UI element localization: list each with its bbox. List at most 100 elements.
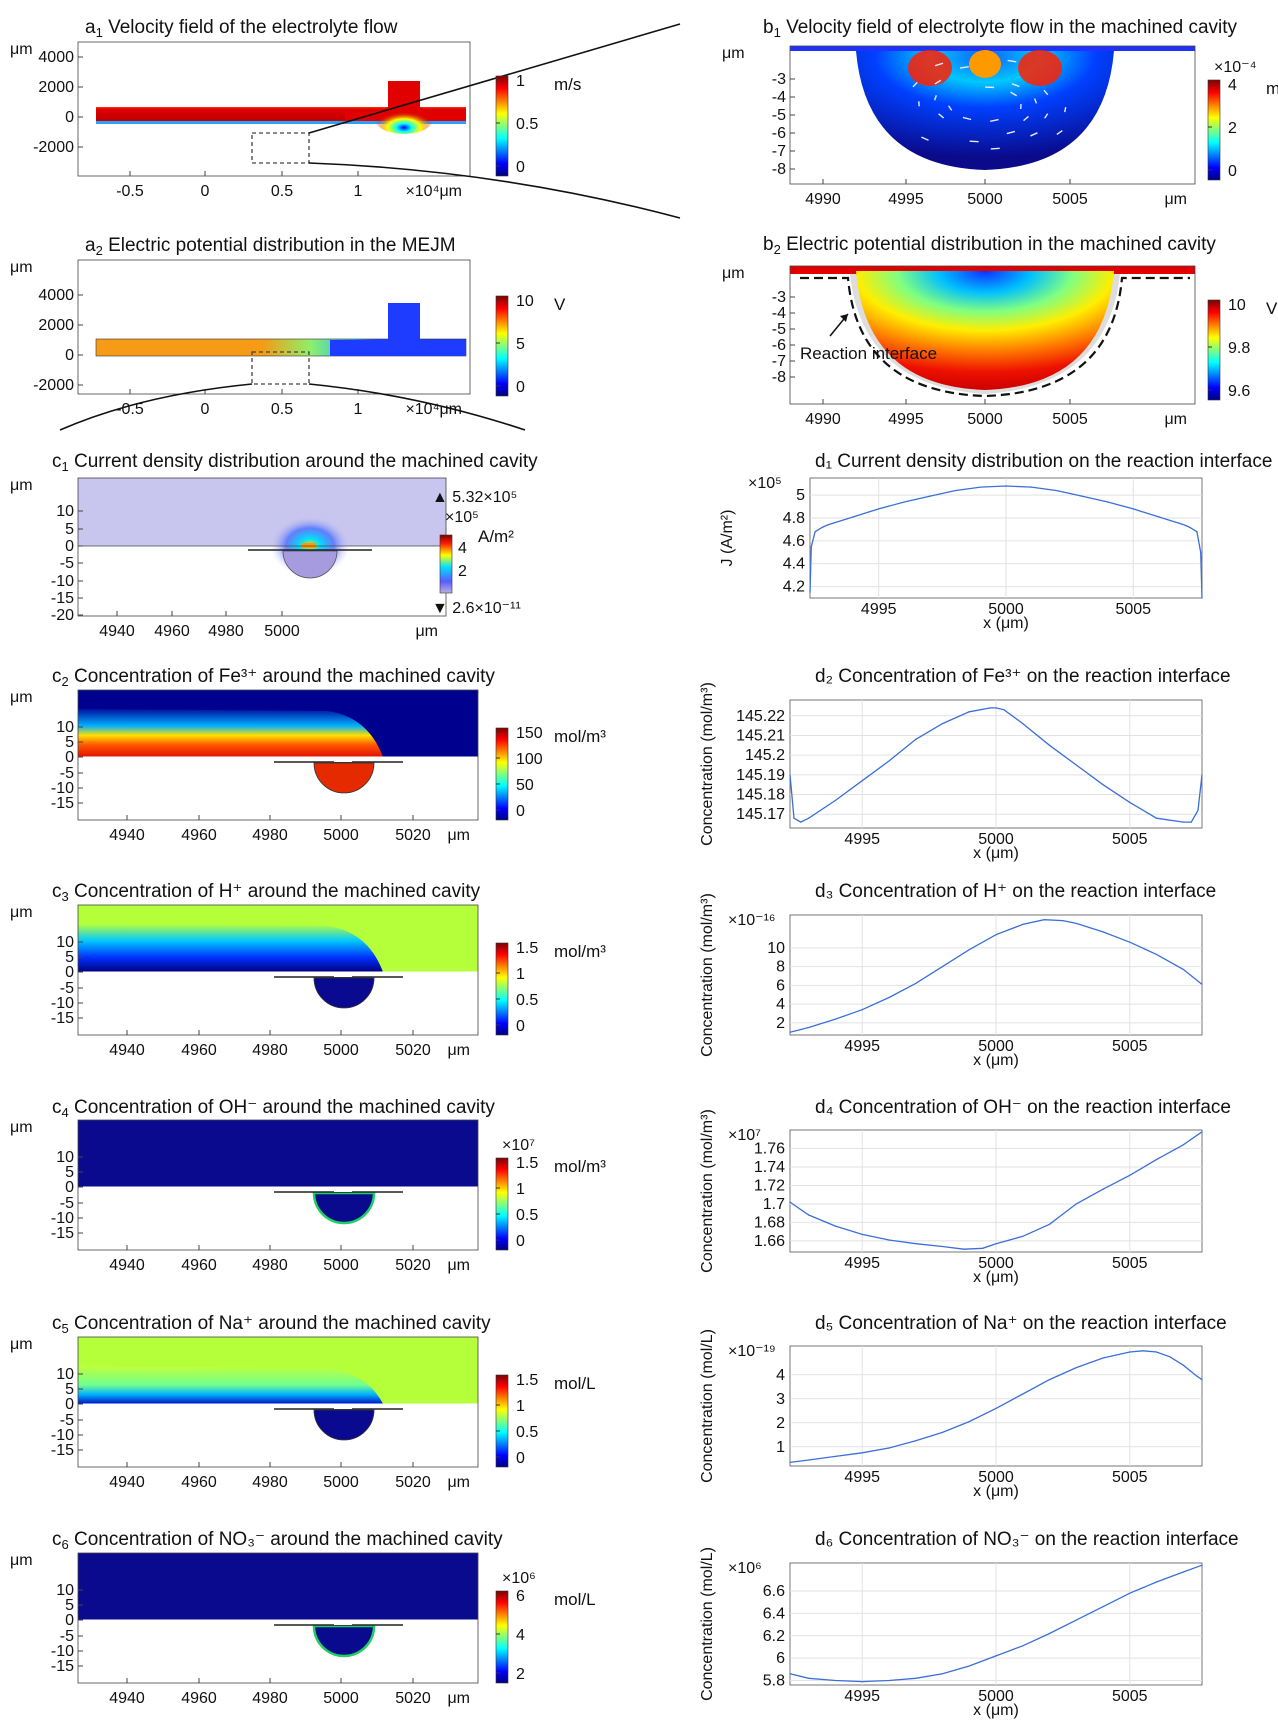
chart-d6-point bbox=[789, 1673, 791, 1675]
chart-d2-point bbox=[1022, 723, 1024, 725]
chart-d1-ytick: 4.2 bbox=[783, 579, 805, 596]
chart-d1-point bbox=[954, 489, 956, 492]
chart-d4-point bbox=[941, 1245, 944, 1248]
chart-d6-point bbox=[1182, 1571, 1184, 1573]
c1-ytick: -20 bbox=[51, 607, 74, 624]
c5-ytick: -10 bbox=[51, 1427, 74, 1444]
chart-d2-ytick: 145.19 bbox=[736, 767, 785, 784]
chart-d2-point bbox=[1197, 809, 1199, 811]
chart-d6-point bbox=[1022, 1645, 1024, 1647]
chart-d4-point bbox=[1048, 1223, 1051, 1225]
chart-d6-point bbox=[888, 1679, 890, 1682]
chart-d4-point bbox=[963, 1248, 965, 1250]
chart-d6-point bbox=[1201, 1564, 1203, 1566]
chart-d4-ytick: 1.7 bbox=[763, 1196, 785, 1213]
c1-cavity bbox=[282, 550, 338, 579]
a1-nozzle bbox=[345, 81, 466, 121]
chart-d4-point bbox=[789, 1201, 791, 1203]
c6-frame bbox=[77, 1552, 479, 1684]
title-c4: c4 Concentration of OH⁻ around the machi… bbox=[52, 1097, 495, 1120]
a1-xtick: 0 bbox=[201, 183, 210, 200]
b2-ylabel: μm bbox=[722, 265, 745, 282]
chart-d2-xtick: 5000 bbox=[978, 831, 1014, 848]
title-b1-sub: 1 bbox=[774, 25, 781, 40]
c5-xtick: 4980 bbox=[252, 1474, 288, 1491]
c4-colorbar-tick: 1.5 bbox=[516, 1155, 538, 1172]
title-c5-letter: c bbox=[52, 1313, 62, 1334]
c5-ytick: 10 bbox=[56, 1366, 74, 1383]
chart-d5-xtick: 4995 bbox=[844, 1469, 880, 1486]
chart-d5-series-line bbox=[789, 1350, 1203, 1464]
c1-xtick: 4940 bbox=[99, 623, 135, 640]
c6-electrolyte bbox=[78, 1553, 478, 1620]
chart-d5-point bbox=[941, 1431, 944, 1433]
b1-colorbar-tick: 4 bbox=[1228, 77, 1237, 94]
title-c2-sub: 2 bbox=[62, 674, 69, 689]
chart-d5-point bbox=[1182, 1364, 1184, 1366]
b1-arrow bbox=[1007, 59, 1017, 63]
chart-d1-point bbox=[1196, 531, 1198, 533]
chart-d5-xlabel: x (μm) bbox=[973, 1483, 1019, 1500]
b1-top-strip bbox=[790, 46, 1195, 51]
c1-xtick: 4980 bbox=[208, 623, 244, 640]
b1-xtick: 5000 bbox=[967, 191, 1003, 208]
c6-ytick: -15 bbox=[51, 1658, 74, 1675]
chart-d2-xtick: 5005 bbox=[1112, 831, 1148, 848]
title-c5-text: Concentration of Na⁺ around the machined… bbox=[69, 1313, 491, 1334]
c4-xtick: 4960 bbox=[181, 1257, 217, 1274]
chart-d4-ytick: 1.72 bbox=[754, 1177, 785, 1194]
chart-d3-xlabel: x (μm) bbox=[973, 1052, 1019, 1069]
chart-d2-point bbox=[888, 760, 890, 762]
c3-colorbar-unit: mol/m³ bbox=[554, 942, 606, 961]
c4-xtick: 5000 bbox=[323, 1257, 359, 1274]
b1-jet-center bbox=[969, 50, 1001, 78]
chart-d3-point bbox=[1043, 919, 1045, 921]
a1-colorbar-tick: 1 bbox=[516, 73, 525, 90]
c6-xtick: 5020 bbox=[395, 1690, 431, 1707]
c2-ytick: 5 bbox=[65, 734, 74, 751]
c2-gap bbox=[334, 757, 352, 762]
chart-d6-point bbox=[1048, 1632, 1051, 1635]
chart-d3-point bbox=[1102, 931, 1104, 933]
title-c3-text: Concentration of H⁺ around the machined … bbox=[69, 881, 481, 902]
c5-ytick: 0 bbox=[65, 1396, 74, 1413]
c6-colorbar-mult: ×10⁶ bbox=[502, 1570, 536, 1587]
c4-colorbar-tick: 0.5 bbox=[516, 1207, 538, 1224]
c2-xtick: 4940 bbox=[109, 827, 145, 844]
c2-cavity bbox=[313, 762, 375, 794]
chart-d2-point bbox=[834, 799, 837, 802]
chart-d5-point bbox=[1129, 1351, 1131, 1353]
chart-d1-point bbox=[809, 591, 811, 593]
title-c5: c5 Concentration of Na⁺ around the machi… bbox=[52, 1313, 491, 1336]
b1-arrow bbox=[1030, 132, 1038, 137]
c2-xtick: 4980 bbox=[252, 827, 288, 844]
chart-d5-ylabel: Concentration (mol/L) bbox=[699, 1329, 716, 1483]
a2-ytick: 4000 bbox=[38, 287, 74, 304]
c4-xunit: μm bbox=[447, 1257, 470, 1274]
a1-xtick: 1 bbox=[354, 183, 363, 200]
chart-d1-point bbox=[1056, 489, 1058, 492]
c6-xtick: 4960 bbox=[181, 1690, 217, 1707]
b1-jet-left bbox=[908, 50, 952, 86]
title-a2-sub: 2 bbox=[96, 243, 103, 258]
chart-d4-ymult: ×10⁷ bbox=[728, 1127, 761, 1144]
c1-unit: A/m² bbox=[478, 527, 514, 546]
chart-d6-point bbox=[1129, 1592, 1131, 1594]
b1-arrow bbox=[1043, 89, 1049, 96]
b1-arrow bbox=[934, 62, 944, 67]
chart-d6-title: d₆ Concentration of NO₃⁻ on the reaction… bbox=[815, 1529, 1239, 1550]
c5-colorbar-tick: 1.5 bbox=[516, 1372, 538, 1389]
chart-d4-ytick: 1.76 bbox=[754, 1140, 785, 1157]
title-b1: b1 Velocity field of electrolyte flow in… bbox=[763, 17, 1238, 40]
title-c1-text: Current density distribution around the … bbox=[69, 451, 538, 472]
chart-d4-point bbox=[982, 1247, 984, 1249]
chart-d1-xtick: 5005 bbox=[1115, 601, 1151, 618]
c1-ytick: 0 bbox=[65, 538, 74, 555]
chart-d1-point bbox=[1081, 495, 1083, 497]
c3-xtick: 4960 bbox=[181, 1042, 217, 1059]
a1-zoom-line-top bbox=[308, 23, 681, 134]
chart-d4-xtick: 5000 bbox=[978, 1255, 1014, 1272]
chart-d5-point bbox=[789, 1461, 791, 1463]
c1-tick: 2 bbox=[458, 563, 467, 580]
chart-d1-xtick: 4995 bbox=[861, 601, 897, 618]
